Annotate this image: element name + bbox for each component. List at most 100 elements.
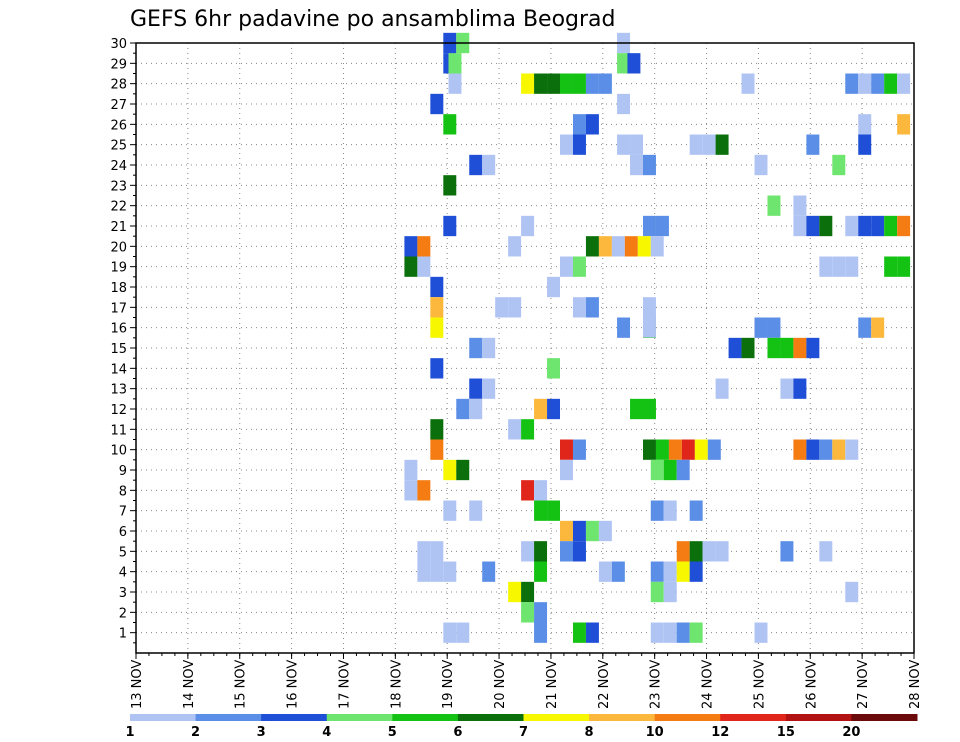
heatmap-cell: [793, 378, 807, 399]
heatmap-cell: [642, 398, 656, 420]
y-tick-label: 28: [110, 78, 127, 93]
heatmap-cell: [572, 256, 586, 277]
heatmap-cell: [430, 317, 444, 338]
x-tick-label: 15 NOV: [234, 660, 249, 709]
heatmap-cell: [767, 195, 781, 216]
y-tick-label: 9: [119, 464, 127, 479]
colorbar-label: 3: [257, 725, 266, 740]
heatmap-cell: [767, 337, 781, 359]
colorbar-segment: [851, 714, 918, 721]
heatmap-cell: [417, 541, 431, 562]
heatmap-cell: [430, 419, 444, 440]
heatmap-cell: [884, 215, 898, 237]
heatmap-cell: [430, 297, 444, 318]
y-tick-label: 11: [110, 423, 127, 438]
heatmap-cell: [404, 480, 418, 501]
colorbar-segment: [392, 714, 459, 721]
heatmap-cell: [617, 53, 631, 74]
x-tick-label: 26 NOV: [804, 660, 819, 709]
heatmap-cell: [585, 236, 599, 257]
x-tick-label: 19 NOV: [441, 660, 456, 709]
heatmap-cell: [780, 541, 794, 562]
heatmap-cell: [630, 154, 643, 176]
heatmap-cell: [897, 215, 911, 237]
heatmap-cell: [521, 602, 535, 623]
heatmap-cell: [443, 561, 457, 582]
heatmap-cell: [560, 541, 573, 562]
colorbar-label: 1: [125, 725, 134, 740]
heatmap-cell: [676, 459, 690, 481]
y-tick-label: 27: [110, 98, 127, 113]
heatmap-cell: [832, 256, 846, 277]
y-tick-label: 6: [119, 525, 127, 540]
heatmap-cell: [482, 378, 496, 399]
colorbar-segment: [720, 714, 787, 721]
heatmap-cell: [858, 134, 872, 155]
heatmap-cell: [630, 398, 643, 420]
heatmap-cell: [793, 195, 807, 216]
heatmap-cell: [585, 114, 599, 135]
heatmap-cell: [715, 541, 729, 562]
heatmap-cell: [819, 215, 833, 237]
y-tick-label: 10: [110, 444, 127, 459]
heatmap-cell: [417, 236, 431, 257]
heatmap-cell: [508, 236, 522, 257]
y-tick-label: 5: [119, 545, 127, 560]
heatmap-cell: [617, 134, 631, 155]
heatmap-cell: [845, 215, 859, 237]
colorbar-segment: [785, 714, 852, 721]
x-tick-label: 24 NOV: [701, 660, 716, 709]
heatmap-cell: [560, 134, 573, 155]
heatmap-cell: [534, 602, 548, 623]
heatmap-cell: [585, 73, 599, 94]
heatmap-cell: [858, 215, 872, 237]
heatmap-cell: [637, 236, 651, 257]
heatmap-cell: [521, 419, 535, 440]
heatmap-cell: [572, 622, 586, 643]
heatmap-cell: [663, 500, 677, 521]
heatmap-cell: [627, 53, 641, 74]
x-axis-ticks: 13 NOV 14 NOV 15 NOV 16 NOV 17 NOV 18 NOV 19 N…: [130, 653, 923, 709]
y-tick-label: 24: [110, 159, 127, 174]
y-tick-label: 23: [110, 179, 127, 194]
y-tick-label: 30: [110, 37, 127, 52]
heatmap-cell: [430, 358, 444, 379]
heatmap-cell: [482, 561, 496, 582]
heatmap-cell: [572, 114, 586, 135]
heatmap-cell: [858, 317, 872, 338]
heatmap-cell: [521, 73, 535, 94]
colorbar-segment: [326, 714, 393, 721]
heatmap-cell: [598, 561, 612, 582]
heatmap-cell: [469, 398, 483, 420]
heatmap-cell: [469, 500, 483, 521]
heatmap-cell: [547, 398, 561, 420]
heatmap-cell: [702, 134, 716, 155]
y-tick-label: 12: [110, 403, 127, 418]
x-tick-label: 13 NOV: [130, 660, 145, 709]
heatmap-cell: [443, 215, 457, 237]
colorbar-label: 6: [453, 725, 462, 740]
heatmap-cell: [650, 236, 664, 257]
heatmap-cell: [689, 134, 703, 155]
heatmap-cell: [404, 256, 418, 277]
heatmap-cell: [585, 622, 599, 643]
heatmap-cell: [417, 256, 431, 277]
heatmap-cell: [521, 581, 535, 603]
heatmap-cell: [668, 439, 682, 460]
x-tick-label: 25 NOV: [752, 660, 767, 709]
heatmap-cell: [806, 439, 820, 460]
heatmap-cell: [430, 439, 444, 460]
heatmap-cell: [642, 297, 656, 318]
heatmap-cell: [598, 520, 612, 542]
heatmap-cell: [598, 236, 612, 257]
heatmap-cell: [819, 541, 833, 562]
heatmap-cell: [630, 134, 643, 155]
y-tick-label: 25: [110, 139, 127, 154]
heatmap-cell: [572, 520, 586, 542]
y-tick-label: 26: [110, 118, 127, 133]
heatmap-cell: [598, 73, 612, 94]
heatmap-cell: [754, 622, 768, 643]
heatmap-cell: [430, 541, 444, 562]
heatmap-cell: [642, 215, 656, 237]
